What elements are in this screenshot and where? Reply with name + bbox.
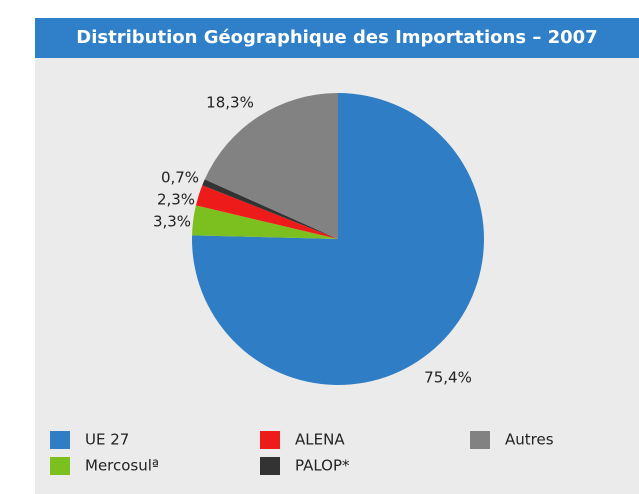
slice-label: 75,4%	[424, 369, 472, 387]
chart-title: Distribution Géographique des Importatio…	[76, 27, 597, 48]
pie-slice	[202, 179, 338, 239]
legend-label: Autres	[505, 431, 554, 449]
legend-swatch	[260, 431, 280, 449]
pie-slice	[195, 185, 338, 239]
slice-label: 0,7%	[161, 169, 199, 187]
legend-label: UE 27	[85, 431, 129, 449]
slice-label: 3,3%	[153, 213, 191, 231]
pie-slice	[204, 92, 338, 239]
legend-label: Mercosulª	[85, 457, 159, 475]
header-bar	[35, 18, 639, 58]
legend-label: PALOP*	[295, 457, 350, 475]
legend-label: ALENA	[295, 431, 345, 449]
slice-label: 18,3%	[206, 94, 254, 112]
legend-swatch	[50, 457, 70, 475]
legend-swatch	[50, 431, 70, 449]
legend-swatch	[260, 457, 280, 475]
slice-label: 2,3%	[157, 191, 195, 209]
legend-swatch	[470, 431, 490, 449]
pie-slice	[192, 93, 485, 386]
pie-slice	[192, 205, 338, 239]
